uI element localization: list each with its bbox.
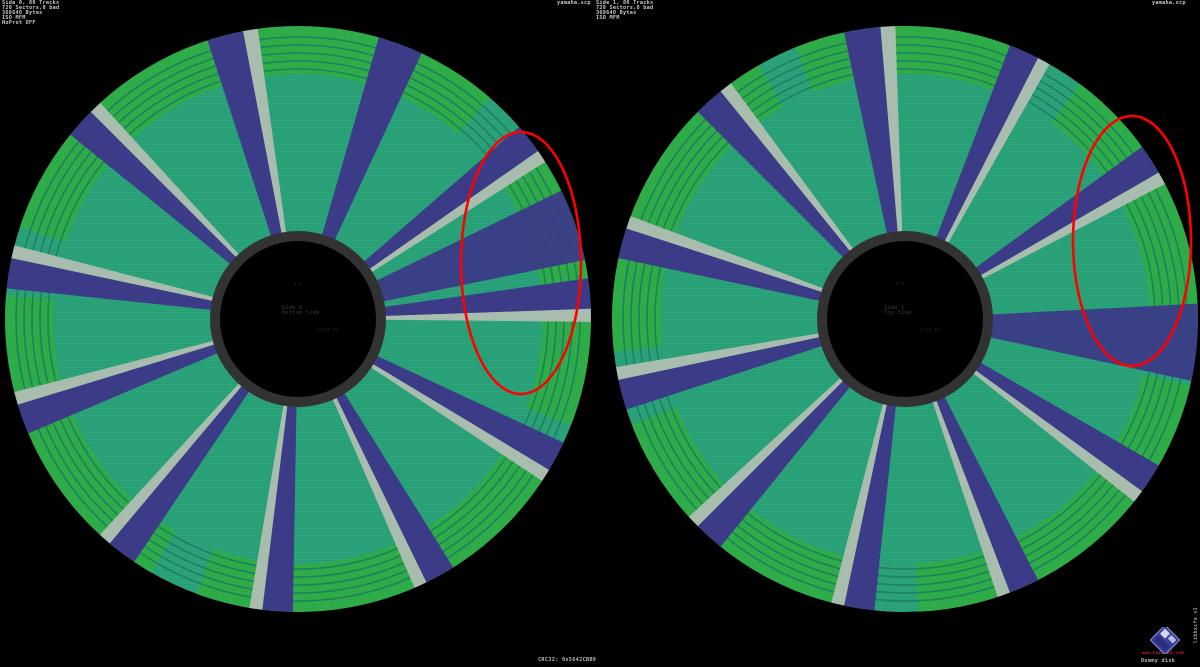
crc32-label: CRC32: 0x5642CBB9	[538, 657, 597, 663]
hub-micro-track-right: track 00	[919, 327, 940, 332]
hub-side-label: Side 0	[282, 305, 303, 311]
hub-surface-label: Top Side	[884, 310, 912, 317]
info-bytes-line: 368640 Bytes	[2, 10, 43, 16]
info-sectors-line: 720 Sectors,0 bad	[596, 5, 654, 11]
info-side-line: Side 0, 80 Tracks	[2, 0, 60, 6]
hub-side-label: Side 1	[884, 305, 905, 311]
track-separator-arcs	[622, 36, 1188, 602]
hub-micro-track-left: track 00	[317, 327, 338, 332]
info-protection-line: NoProt OFF	[2, 20, 36, 26]
disk-visualization-side-1[interactable]	[612, 26, 1199, 641]
hub-surface-label: Bottom Side	[282, 310, 320, 317]
info-encoding-line: ISO MFM	[596, 15, 620, 21]
brand-url-label: www.hxc2001.com	[1142, 651, 1184, 656]
dummy-disk-label: Dummy disk	[1141, 658, 1176, 664]
info-sectors-line: 720 Sectors,0 bad	[2, 5, 60, 11]
info-encoding-line: ISO MFM	[2, 15, 26, 21]
filename-label-right: yamaha.scp	[1152, 0, 1186, 6]
info-side-line: Side 1, 80 Tracks	[596, 0, 654, 6]
disk-info-panel-middle: Side 1, 80 Tracks 720 Sectors,0 bad 3686…	[596, 0, 654, 21]
hub-micro-top-left: 0:0	[294, 281, 302, 286]
library-version-label: libhxcfe v1	[1193, 607, 1199, 644]
red-ellipse-annotation	[459, 130, 583, 396]
info-bytes-line: 368640 Bytes	[596, 10, 637, 16]
hxc-diamond-logo	[1149, 624, 1181, 656]
disk-info-panel-left: Side 0, 80 Tracks 720 Sectors,0 bad 3686…	[2, 0, 60, 26]
filename-label-middle: yamaha.scp	[557, 0, 591, 6]
hub-center	[827, 241, 983, 397]
hub-micro-top-right: 0:0	[896, 281, 904, 286]
hub-center	[220, 241, 376, 397]
hub-label-side-1: Side 1 Top Side	[884, 305, 912, 317]
red-ellipse-annotation	[1071, 114, 1193, 368]
disk-visualization-side-0[interactable]	[5, 26, 592, 641]
hub-label-side-0: Side 0 Bottom Side	[282, 305, 320, 317]
